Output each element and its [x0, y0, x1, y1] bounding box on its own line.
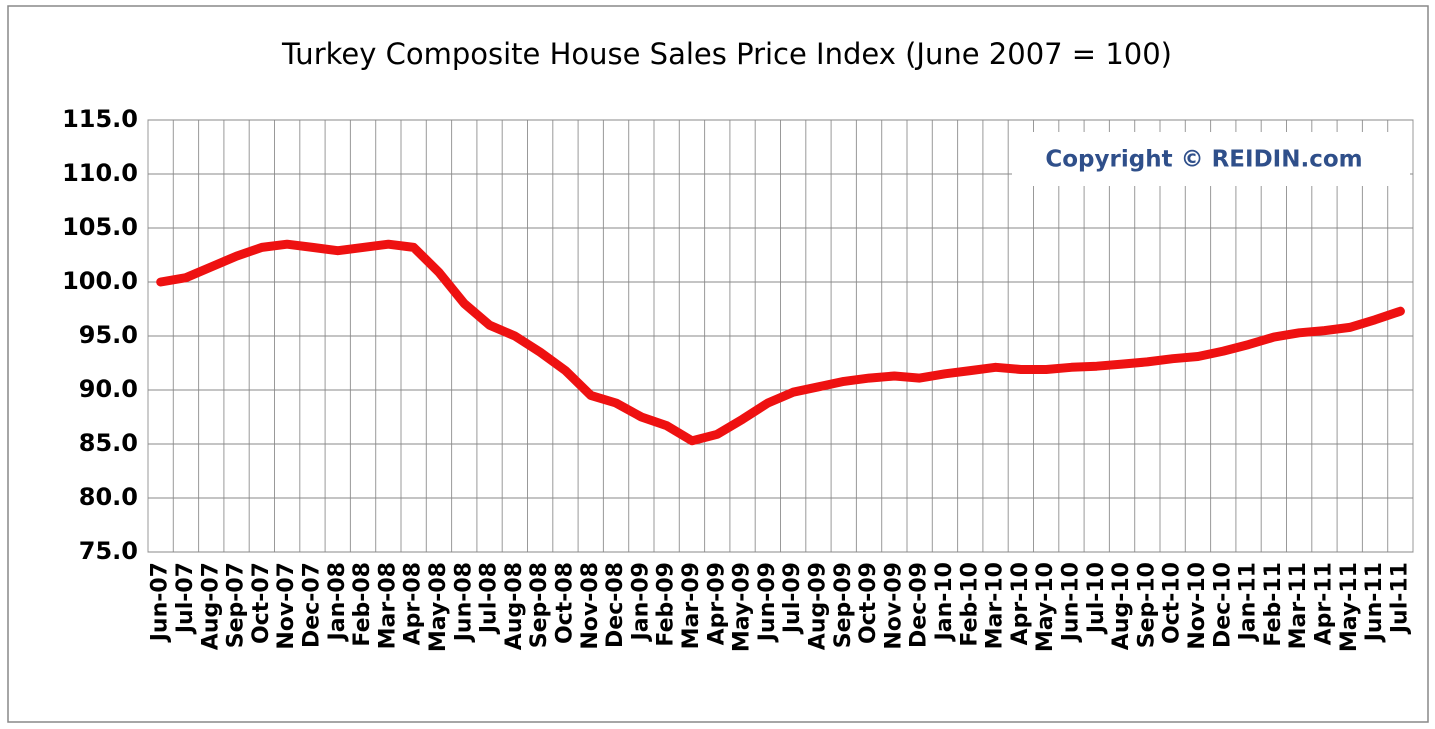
y-tick-label: 90.0	[79, 375, 138, 403]
y-tick-label: 75.0	[79, 537, 138, 565]
x-tick-label: Jun-09	[755, 562, 780, 643]
x-tick-label: Mar-08	[375, 562, 400, 649]
x-tick-label: Feb-11	[1261, 562, 1286, 647]
x-tick-label: Jul-11	[1387, 562, 1412, 635]
x-tick-label: Oct-08	[552, 562, 577, 644]
x-tick-label: Jul-07	[173, 562, 198, 635]
y-tick-label: 80.0	[79, 483, 138, 511]
x-tick-label: Oct-09	[856, 562, 881, 644]
x-tick-label: Nov-07	[274, 562, 299, 650]
x-tick-label: Dec-09	[907, 562, 932, 648]
x-tick-label: Oct-07	[249, 562, 274, 644]
x-tick-label: Nov-10	[1185, 562, 1210, 650]
x-tick-label: Jun-11	[1362, 562, 1387, 643]
x-tick-label: Sep-08	[527, 562, 552, 648]
x-tick-label: Jul-10	[1084, 562, 1109, 635]
x-tick-label: Mar-10	[983, 562, 1008, 649]
y-tick-label: 110.0	[62, 159, 138, 187]
x-tick-label: Jan-10	[932, 562, 957, 642]
x-tick-label: Jun-08	[451, 562, 476, 643]
x-tick-label: Apr-11	[1311, 562, 1336, 645]
x-tick-label: Nov-08	[578, 562, 603, 650]
x-tick-label: Nov-09	[881, 562, 906, 650]
x-tick-label: May-11	[1337, 562, 1362, 652]
x-tick-label: Dec-10	[1210, 562, 1235, 648]
x-tick-label: Jan-09	[628, 562, 653, 642]
y-tick-label: 95.0	[79, 321, 138, 349]
x-tick-label: Apr-08	[401, 562, 426, 645]
x-tick-label: May-08	[426, 562, 451, 652]
chart-title: Turkey Composite House Sales Price Index…	[281, 37, 1172, 71]
x-tick-label: Feb-08	[350, 562, 375, 647]
annotation-box	[1012, 132, 1410, 186]
x-tick-label: Jun-07	[148, 562, 173, 643]
x-tick-label: Apr-10	[1008, 562, 1033, 645]
x-tick-label: Dec-07	[299, 562, 324, 648]
y-tick-label: 100.0	[62, 267, 138, 295]
x-tick-label: Jun-10	[1058, 562, 1083, 643]
x-tick-label: Sep-10	[1134, 562, 1159, 648]
x-tick-label: Aug-08	[502, 562, 527, 650]
data-line	[156, 239, 1405, 446]
x-tick-label: May-10	[1033, 562, 1058, 652]
x-tick-label: Mar-11	[1286, 562, 1311, 649]
x-tick-label: Sep-07	[224, 562, 249, 648]
y-tick-label: 85.0	[79, 429, 138, 457]
x-tick-label: Feb-10	[957, 562, 982, 647]
x-tick-label: Jan-08	[325, 562, 350, 642]
x-tick-label: Aug-07	[198, 562, 223, 650]
y-tick-label: 105.0	[62, 213, 138, 241]
x-tick-label: Dec-08	[603, 562, 628, 648]
x-tick-label: Jul-09	[780, 562, 805, 635]
x-tick-label: Oct-10	[1160, 562, 1185, 644]
x-tick-label: Apr-09	[704, 562, 729, 645]
x-tick-label: Sep-09	[831, 562, 856, 648]
x-tick-label: Mar-09	[679, 562, 704, 649]
x-tick-label: May-09	[730, 562, 755, 652]
y-tick-label: 115.0	[62, 105, 138, 133]
annotation: Copyright © REIDIN.com	[1045, 147, 1362, 173]
x-tick-label: Jan-11	[1236, 562, 1261, 642]
x-tick-label: Jul-08	[477, 562, 502, 635]
x-tick-label: Aug-09	[805, 562, 830, 650]
x-tick-label: Aug-10	[1109, 562, 1134, 650]
x-tick-label: Feb-09	[654, 562, 679, 647]
